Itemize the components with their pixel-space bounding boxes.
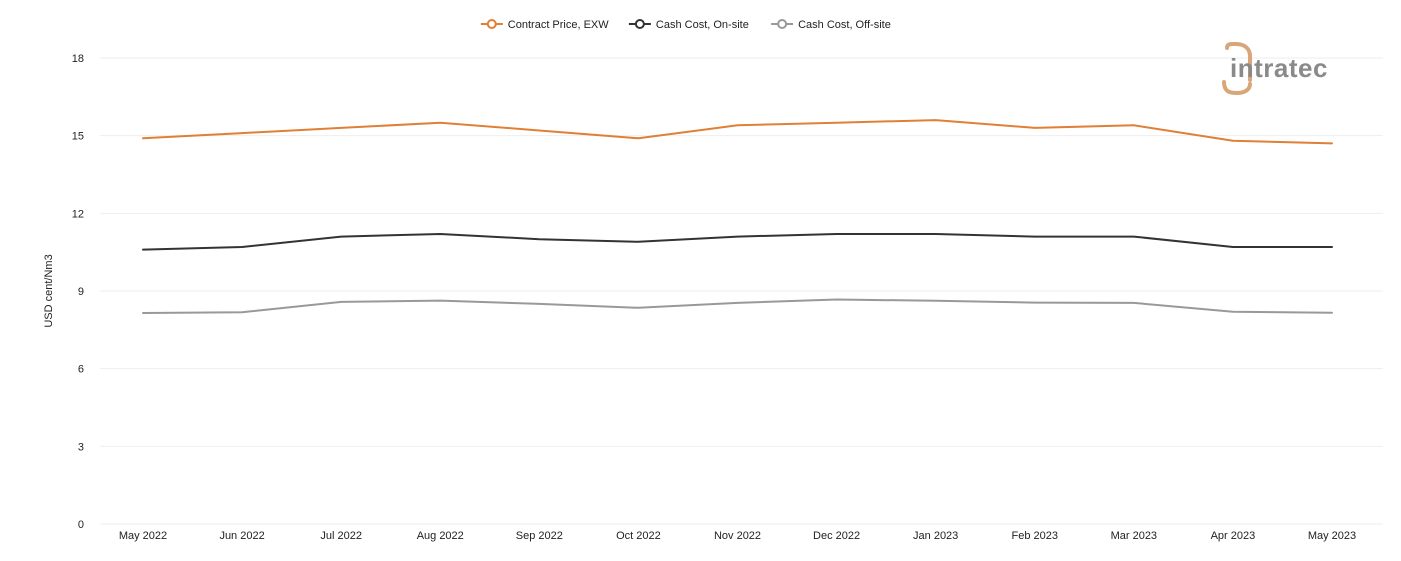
series-line-2 bbox=[142, 298, 1333, 314]
y-axis-ticks: 0 3 6 9 12 15 18 bbox=[72, 53, 84, 531]
legend-label: Contract Price, EXW bbox=[508, 19, 609, 31]
grid-lines bbox=[100, 57, 1383, 525]
intratec-logo: intratec bbox=[1222, 42, 1328, 96]
x-tick-label: Nov 2022 bbox=[714, 530, 761, 542]
y-tick-label: 18 bbox=[72, 53, 84, 65]
legend-label: Cash Cost, Off-site bbox=[798, 19, 891, 31]
x-axis-ticks: May 2022 Jun 2022 Jul 2022 Aug 2022 Sep 2022… bbox=[119, 530, 1356, 542]
x-tick-label: May 2023 bbox=[1308, 530, 1356, 542]
legend-marker-icon bbox=[634, 19, 645, 29]
legend[interactable]: Contract Price, EXW Cash Cost, On-site Cas… bbox=[480, 19, 891, 31]
logo-mark-icon bbox=[1225, 42, 1252, 82]
x-tick-label: Sep 2022 bbox=[516, 530, 563, 542]
y-axis-title: USD cent/Nm3 bbox=[43, 254, 55, 327]
series-lines bbox=[142, 119, 1333, 314]
legend-item-0[interactable]: Contract Price, EXW bbox=[480, 19, 609, 31]
x-tick-label: Jan 2023 bbox=[913, 530, 958, 542]
x-tick-label: Mar 2023 bbox=[1111, 530, 1157, 542]
legend-item-1[interactable]: Cash Cost, On-site bbox=[628, 19, 749, 31]
y-tick-label: 6 bbox=[78, 364, 84, 376]
y-tick-label: 3 bbox=[78, 441, 84, 453]
logo-mark-icon bbox=[1222, 80, 1252, 96]
legend-marker-icon bbox=[777, 19, 788, 29]
y-tick-label: 0 bbox=[78, 519, 84, 531]
x-tick-label: Jul 2022 bbox=[320, 530, 362, 542]
y-tick-label: 15 bbox=[72, 131, 84, 143]
y-tick-label: 12 bbox=[72, 208, 84, 220]
x-tick-label: Jun 2022 bbox=[219, 530, 264, 542]
x-tick-label: Dec 2022 bbox=[813, 530, 860, 542]
legend-marker-icon bbox=[486, 19, 497, 29]
series-line-0 bbox=[142, 119, 1333, 145]
x-tick-label: Oct 2022 bbox=[616, 530, 661, 542]
x-tick-label: May 2022 bbox=[119, 530, 167, 542]
x-tick-label: Feb 2023 bbox=[1012, 530, 1058, 542]
x-tick-label: Aug 2022 bbox=[417, 530, 464, 542]
logo-text: intratec bbox=[1230, 53, 1328, 83]
x-tick-label: Apr 2023 bbox=[1211, 530, 1256, 542]
legend-item-2[interactable]: Cash Cost, Off-site bbox=[771, 19, 891, 31]
series-line-1 bbox=[142, 233, 1333, 251]
y-tick-label: 9 bbox=[78, 286, 84, 298]
legend-label: Cash Cost, On-site bbox=[656, 19, 749, 31]
